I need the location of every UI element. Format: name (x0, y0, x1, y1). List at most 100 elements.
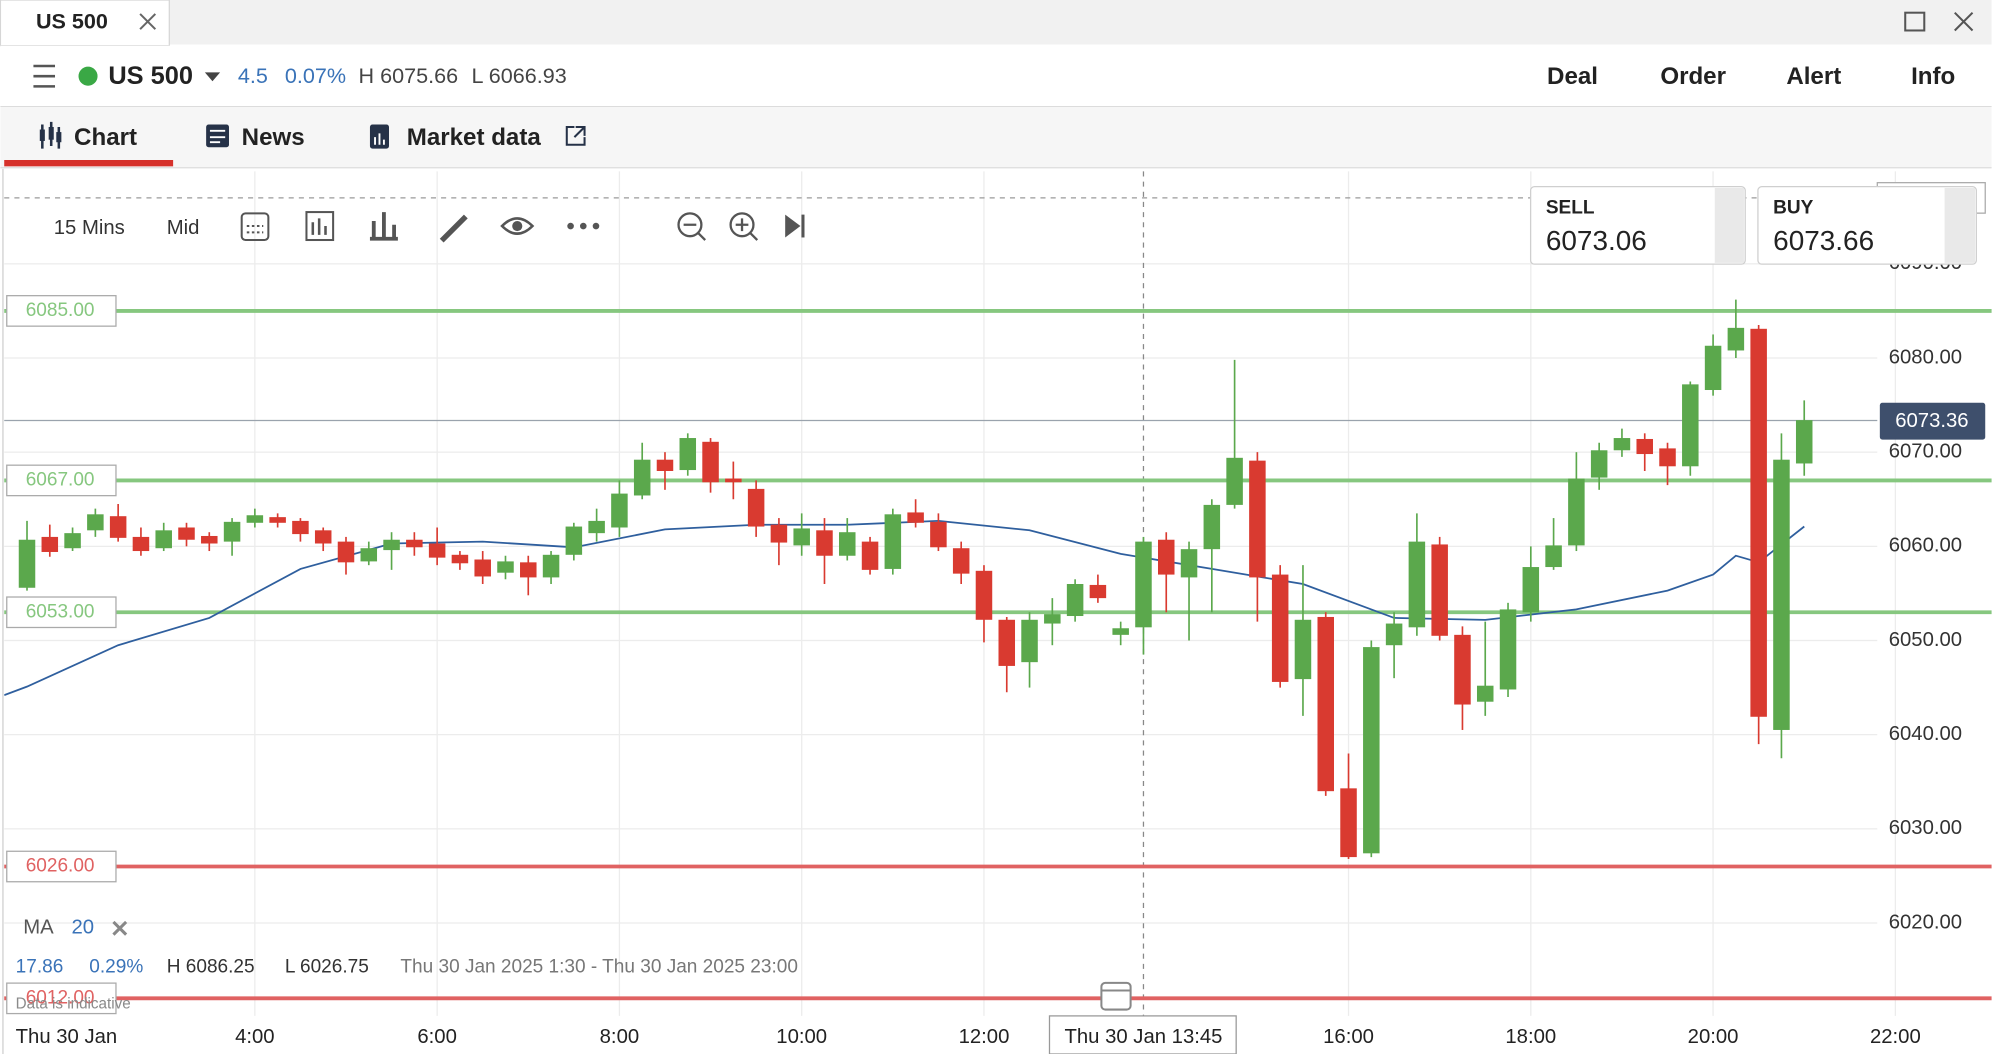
candle-body (725, 478, 742, 483)
more-icon[interactable] (592, 222, 600, 230)
candle-body (1431, 544, 1448, 636)
buy-button[interactable] (1757, 186, 1977, 265)
candle-body (1249, 460, 1266, 578)
buy-label: BUY (1773, 197, 1813, 218)
y-tick-label: 6040.00 (1889, 723, 1962, 745)
price-type-button[interactable]: Mid (167, 217, 200, 239)
candle-body (406, 539, 423, 548)
x-tick-label: 16:00 (1323, 1026, 1374, 1048)
y-tick-label: 6030.00 (1889, 817, 1962, 839)
levels (4, 197, 1992, 1001)
level-label: 6067.00 (26, 469, 95, 490)
instrument[interactable]: US 500 (108, 62, 193, 90)
candle-body (1750, 328, 1767, 717)
status-dot (78, 66, 98, 86)
menu-icon[interactable] (33, 64, 56, 88)
ma-legend: MA (23, 917, 54, 939)
sell-button[interactable] (1529, 186, 1746, 265)
candle-body (1340, 788, 1357, 858)
candle-body (201, 535, 218, 544)
candle-body (1294, 619, 1312, 680)
candle-body (428, 543, 446, 558)
candle-body (1363, 647, 1380, 854)
last-price-label: 6073.36 (1895, 410, 1968, 432)
crosshair-label: Thu 30 Jan 13:45 (1064, 1026, 1222, 1048)
sell-button-strip (1714, 187, 1744, 263)
chart-tab-icon (39, 129, 45, 141)
more-icon[interactable] (567, 222, 574, 230)
level-label-box (6, 596, 117, 629)
market-data-tab-icon (374, 133, 385, 145)
y-tick-label: 6070.00 (1889, 441, 1962, 463)
candle-body (884, 514, 902, 569)
candle-body (269, 517, 286, 523)
crosshair: Thu 30 Jan 13:45 (1048, 981, 1237, 1054)
candle-body (1317, 616, 1334, 792)
interval-button[interactable]: 15 Mins (54, 217, 125, 239)
maximize-icon[interactable] (1904, 11, 1926, 32)
zoom-out-icon[interactable] (677, 212, 703, 238)
candle-body (1044, 614, 1061, 624)
x-tick-label: 4:00 (235, 1026, 275, 1048)
candle-body (1545, 545, 1562, 568)
deal-button[interactable]: Deal (1547, 63, 1598, 90)
period-change-pct: 0.29% (89, 957, 143, 978)
more-icon[interactable] (579, 222, 587, 230)
volume-icon[interactable] (369, 212, 398, 241)
candle-body (1636, 438, 1653, 455)
candle-body (1613, 438, 1631, 451)
level-label: 6053.00 (26, 601, 95, 622)
buy-button-strip (1944, 187, 1976, 263)
close-tab-icon[interactable] (139, 13, 157, 30)
remove-ma-icon[interactable] (112, 920, 128, 936)
market-data-tab[interactable]: Market data (407, 124, 542, 151)
order-button[interactable]: Order (1660, 63, 1726, 90)
candle-body (64, 533, 81, 549)
buy-price: 6073.66 (1773, 225, 1874, 256)
indicators-icon[interactable] (305, 211, 335, 242)
y-tick-label: 6060.00 (1889, 535, 1962, 557)
indicators-icon[interactable] (311, 218, 327, 235)
change: 4.5 (238, 63, 268, 88)
candle-body (952, 548, 970, 574)
candle-body (1203, 504, 1221, 550)
news-tab-icon (209, 129, 226, 144)
candle-body (520, 562, 537, 578)
ma-period: 20 (72, 917, 95, 939)
candle-body (565, 526, 583, 555)
window-tab[interactable] (0, 0, 170, 47)
view-icon[interactable] (500, 217, 535, 235)
sell-label: SELL (1546, 197, 1595, 218)
candle-body (451, 554, 469, 564)
level-label-box (6, 464, 117, 497)
view-icon[interactable] (512, 220, 523, 232)
zoom-in-icon[interactable] (735, 218, 759, 241)
dropdown-icon[interactable] (204, 72, 221, 82)
zoom-out-icon[interactable] (683, 223, 707, 241)
chart-tab[interactable]: Chart (74, 124, 137, 151)
chart-type-icon[interactable] (240, 212, 270, 242)
header (0, 45, 1992, 107)
candle-body (747, 488, 765, 527)
level-label-box (6, 982, 117, 1015)
chart-tab-icon (48, 126, 54, 140)
candle-body (1590, 450, 1608, 478)
zoom-in-icon[interactable] (729, 212, 755, 238)
candle-body (314, 530, 332, 544)
scroll-end-icon[interactable] (785, 214, 801, 238)
info-button[interactable]: Info (1911, 63, 1955, 90)
candle-body (1499, 609, 1517, 690)
level-label: 6026.00 (26, 856, 95, 877)
candle-body (1385, 623, 1403, 646)
candle-body (87, 514, 104, 531)
alert-button[interactable]: Alert (1786, 63, 1841, 90)
candle-body (1226, 457, 1243, 505)
chart-tab-icon (56, 132, 62, 143)
candle-body (611, 493, 628, 528)
draw-icon[interactable] (439, 214, 468, 243)
candle-body (588, 520, 605, 534)
level-label: 6085.00 (26, 300, 95, 321)
close-window-icon[interactable] (1954, 11, 1974, 32)
news-tab[interactable]: News (242, 124, 305, 151)
